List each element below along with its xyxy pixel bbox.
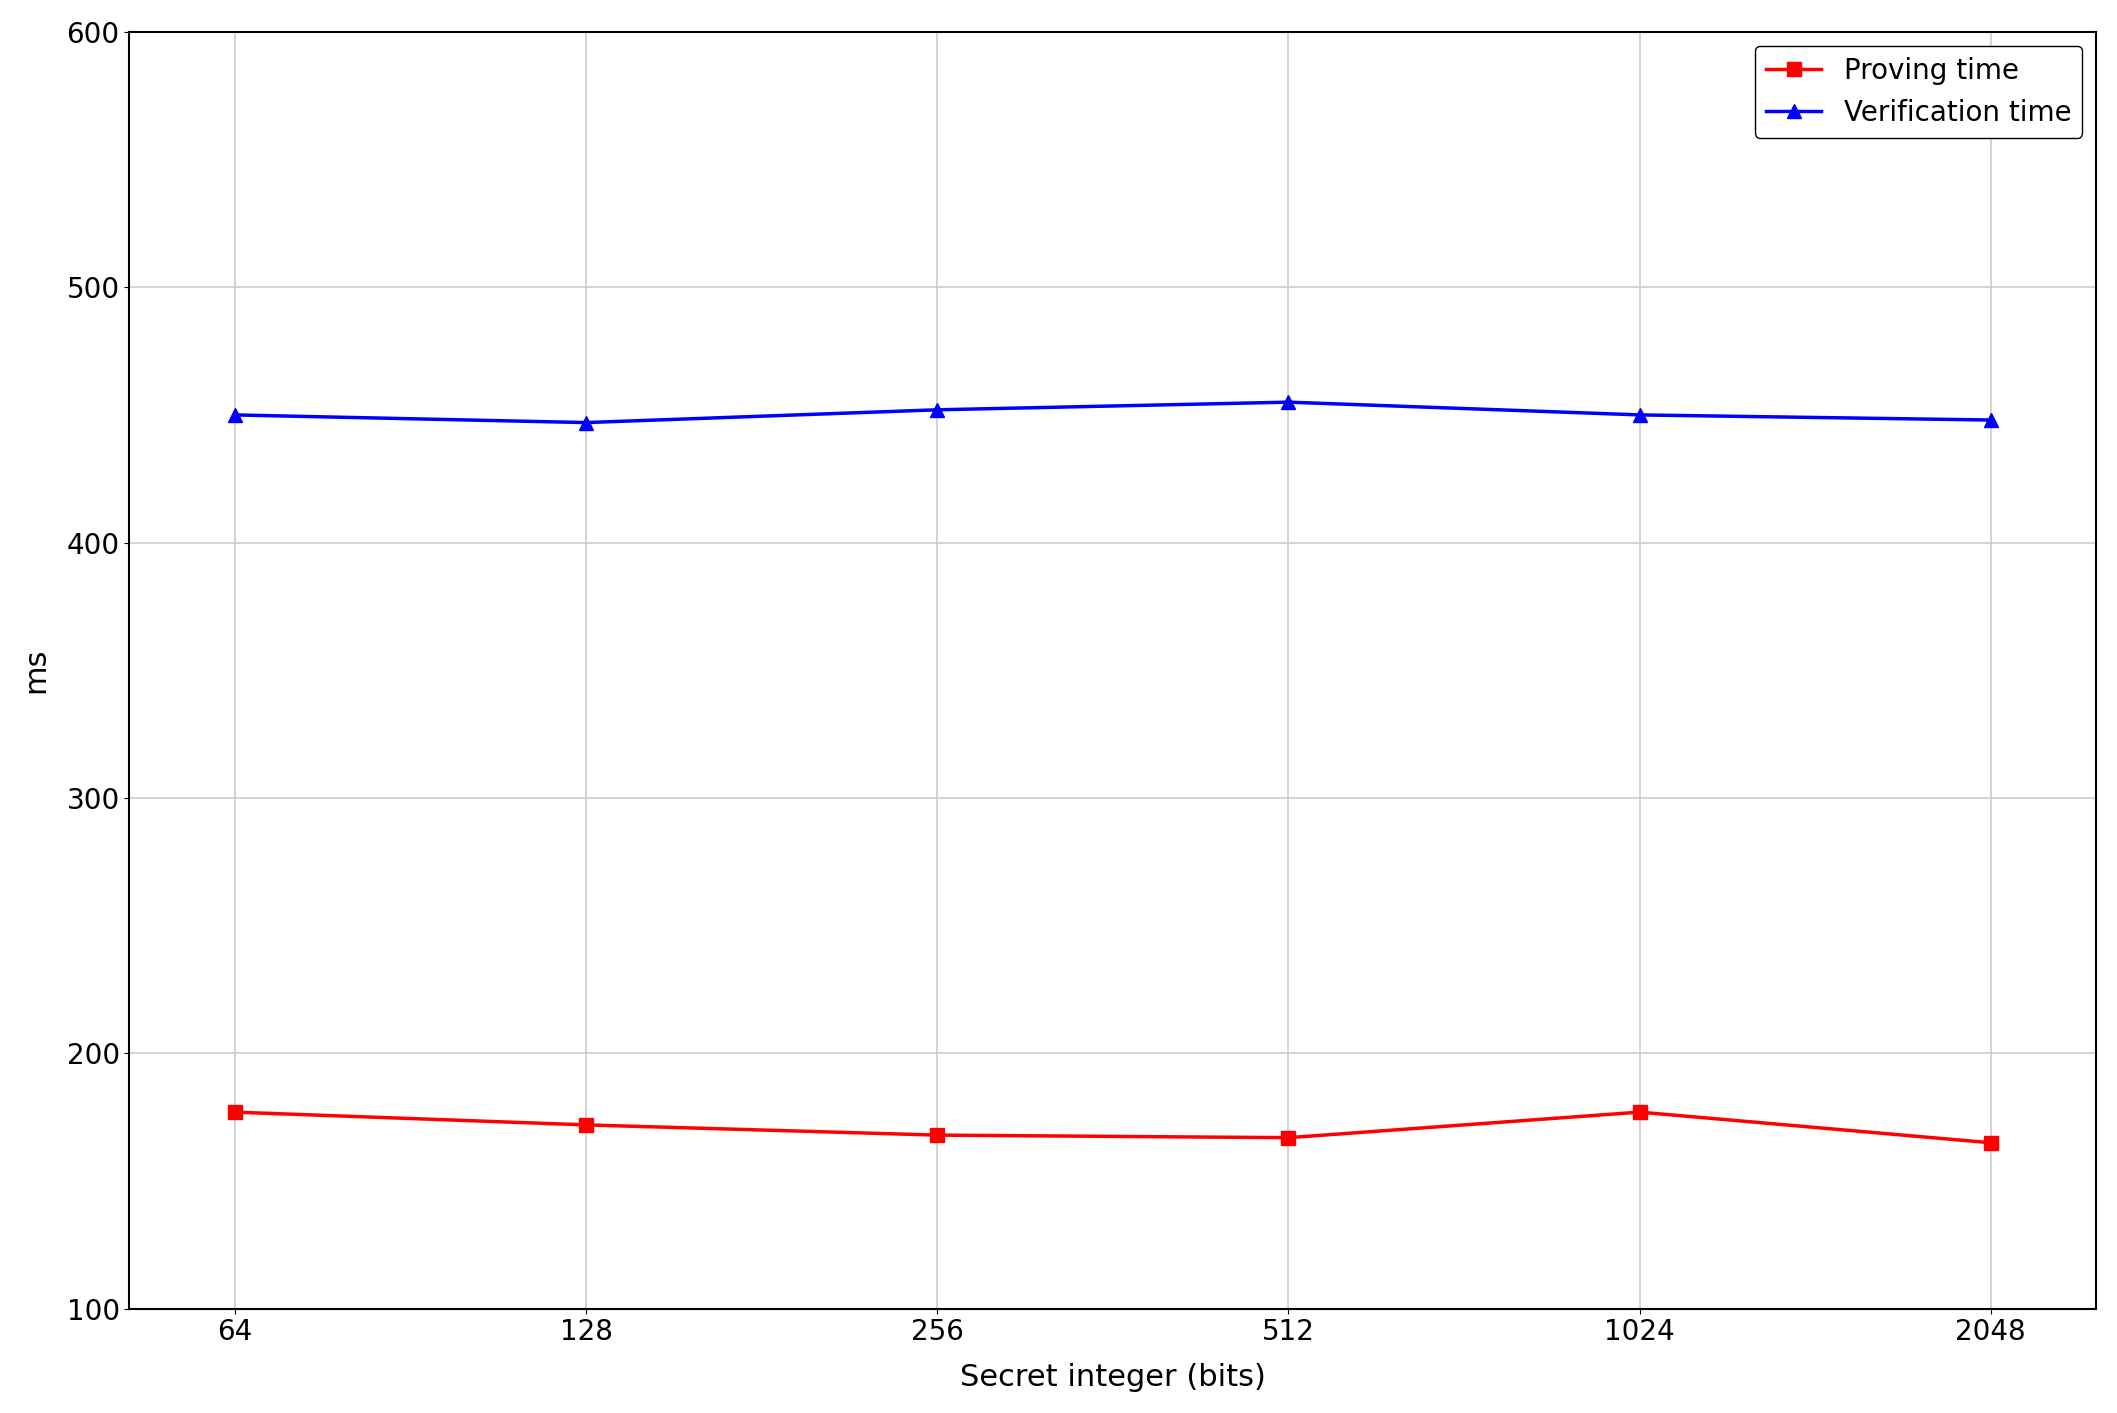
Verification time (222, 407, 248, 424)
X-axis label: Secret integer (bits): Secret integer (bits) (959, 1364, 1266, 1392)
Proving time (574, 1116, 599, 1133)
Line: Verification time: Verification time (229, 396, 1998, 430)
Verification time (1277, 394, 1302, 411)
Proving time (1626, 1104, 1651, 1121)
Proving time (1977, 1135, 2003, 1152)
Legend: Proving time, Verification time: Proving time, Verification time (1755, 45, 2083, 138)
Verification time (1977, 411, 2003, 428)
Proving time (1277, 1129, 1302, 1146)
Line: Proving time: Proving time (229, 1105, 1998, 1150)
Proving time (222, 1104, 248, 1121)
Y-axis label: ms: ms (21, 647, 51, 692)
Verification time (925, 401, 951, 418)
Verification time (1626, 407, 1651, 424)
Verification time (574, 414, 599, 431)
Proving time (925, 1126, 951, 1143)
